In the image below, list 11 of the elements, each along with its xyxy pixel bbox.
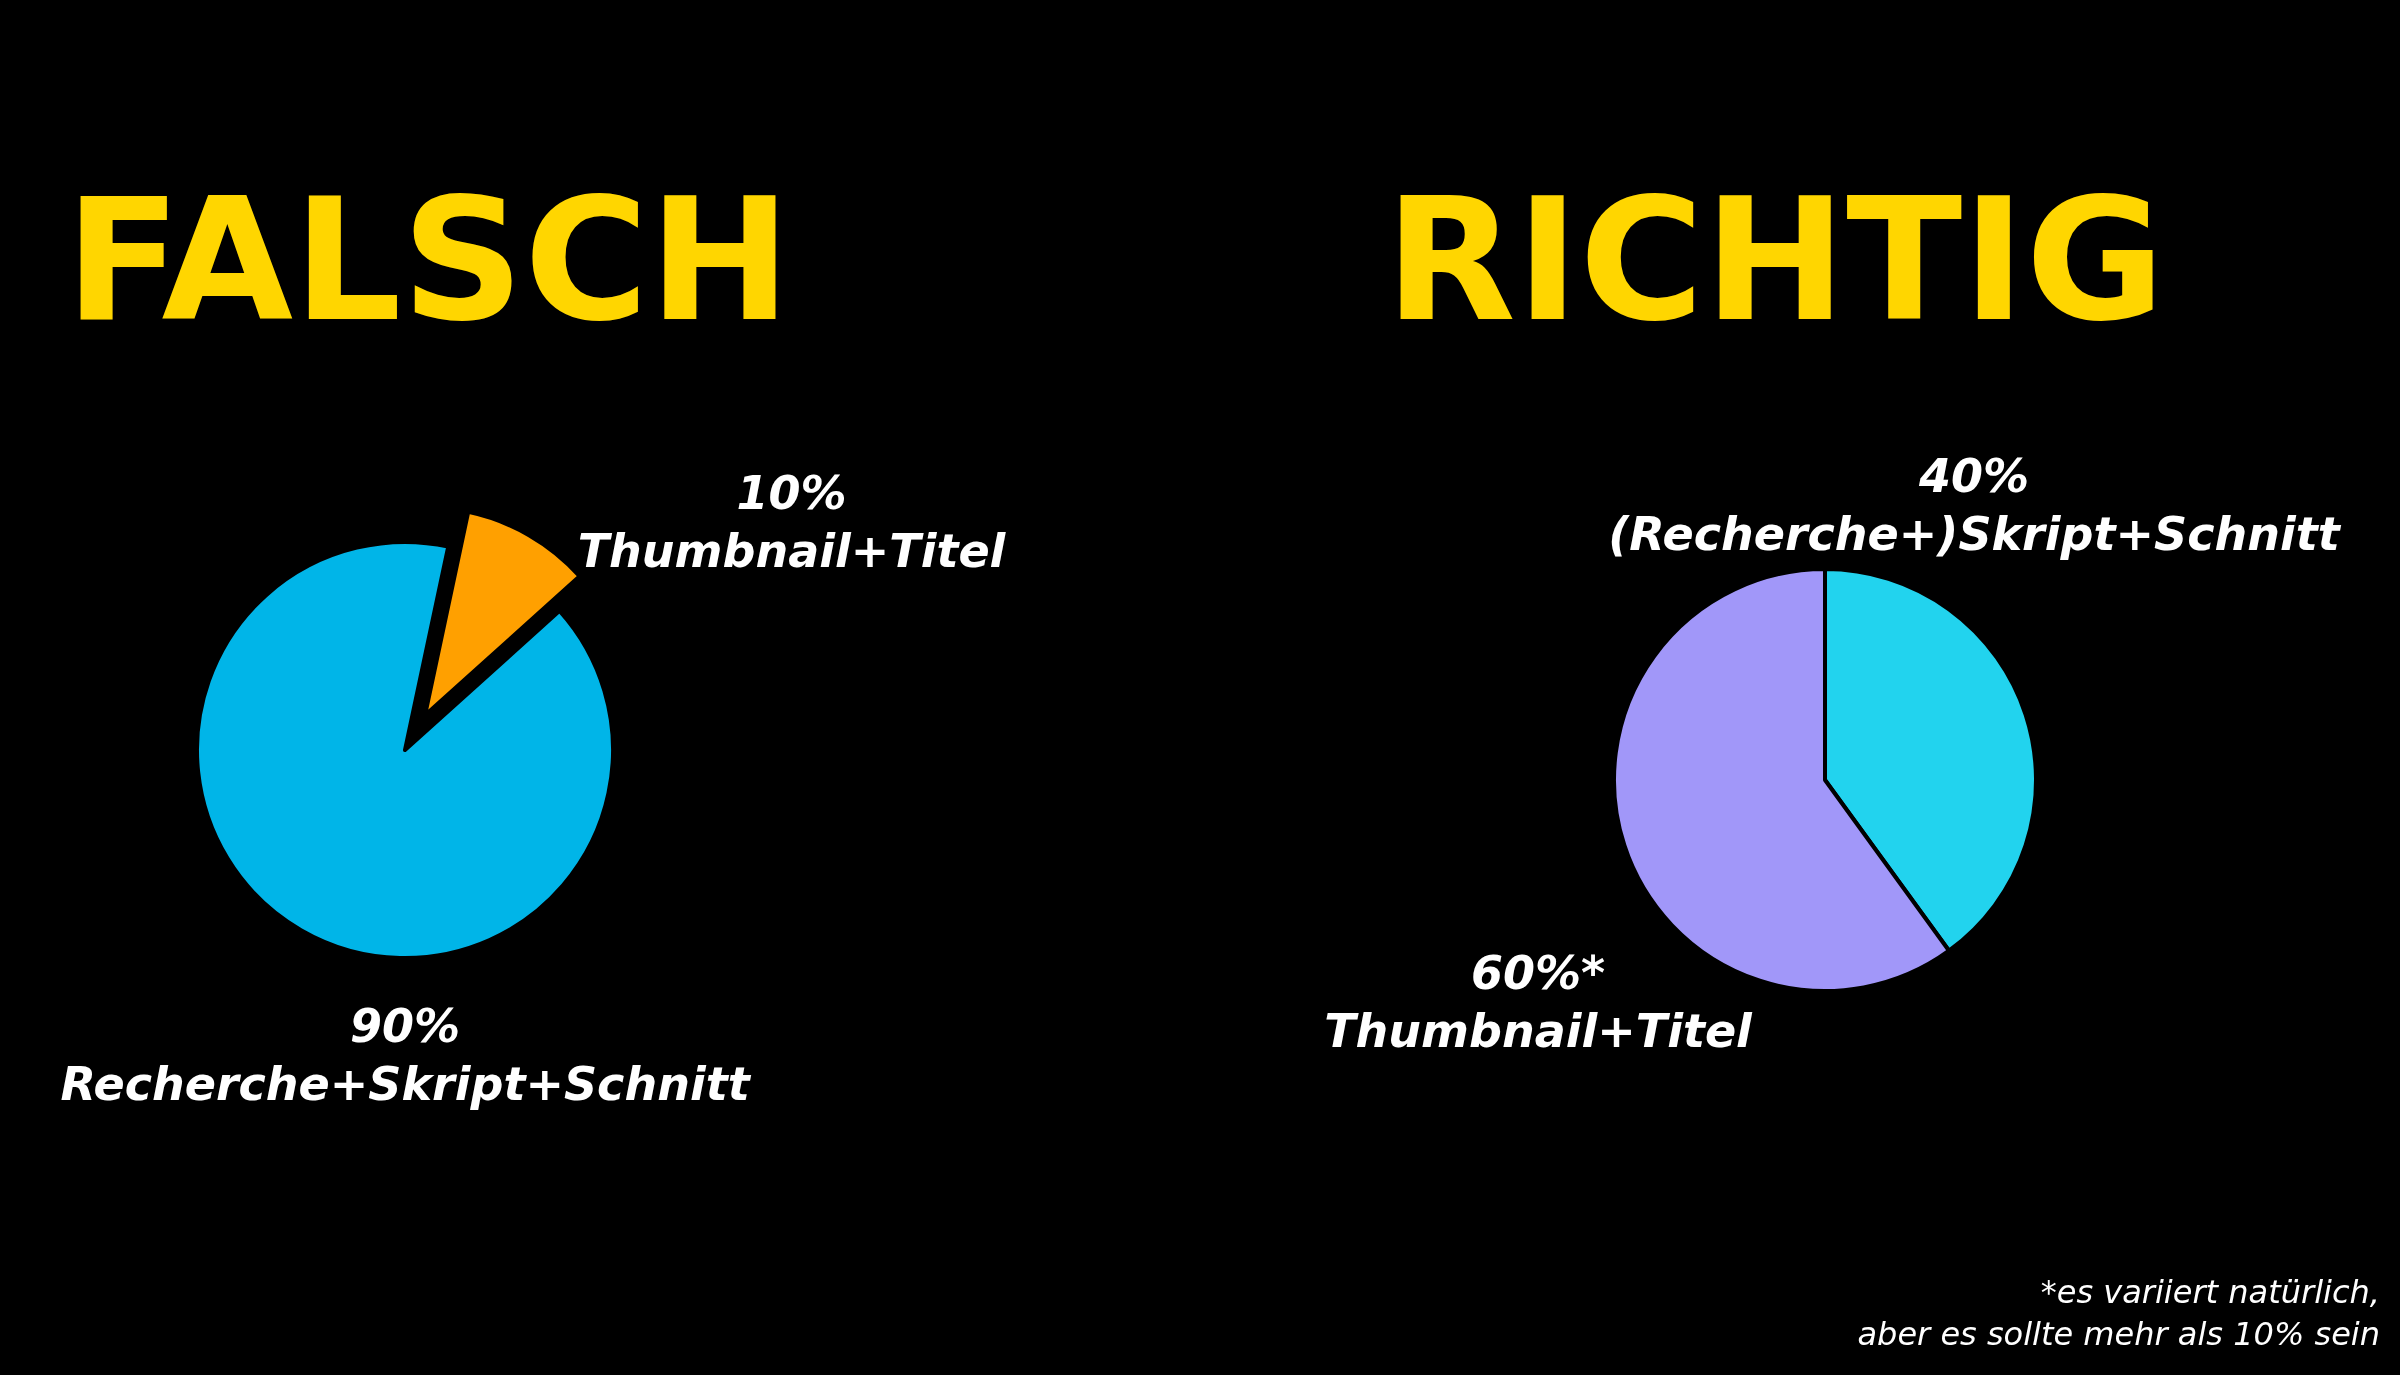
slice-label: Thumbnail+Titel bbox=[1324, 1004, 1754, 1058]
slice-label: (Recherche+)Skript+Schnitt bbox=[1608, 507, 2342, 561]
data-label: 90% bbox=[349, 999, 461, 1053]
data-label: 10% bbox=[736, 466, 847, 521]
text: *es variiert natürlich, aber es sollte mehr als 10% sein bbox=[1857, 1273, 2380, 1353]
chart-title: FALSCH bbox=[65, 161, 791, 359]
data-label: 60%* bbox=[1470, 946, 1606, 1000]
slice-label: Thumbnail+Titel bbox=[577, 524, 1007, 579]
data-label: 40% bbox=[1917, 449, 2030, 503]
slice-label: Recherche+Skript+Schnitt bbox=[60, 1057, 752, 1111]
chart-title: RICHTIG bbox=[1385, 161, 2165, 359]
